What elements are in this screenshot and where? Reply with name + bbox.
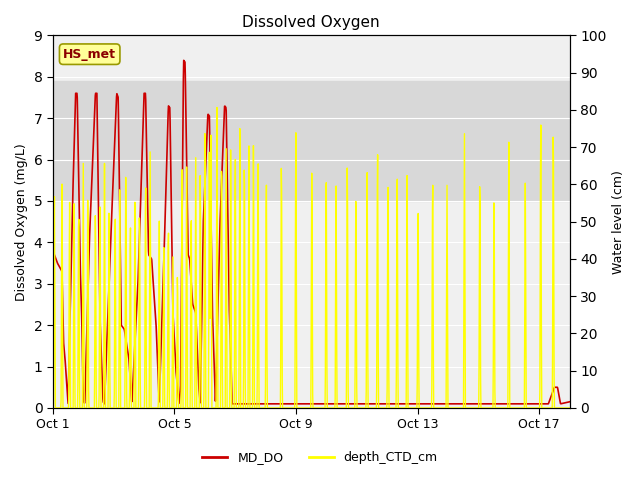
Y-axis label: Water level (cm): Water level (cm) <box>612 170 625 274</box>
Title: Dissolved Oxygen: Dissolved Oxygen <box>243 15 380 30</box>
Bar <box>53 81 570 201</box>
Text: HS_met: HS_met <box>63 48 116 60</box>
Legend: MD_DO, depth_CTD_cm: MD_DO, depth_CTD_cm <box>197 446 443 469</box>
Y-axis label: Dissolved Oxygen (mg/L): Dissolved Oxygen (mg/L) <box>15 143 28 300</box>
